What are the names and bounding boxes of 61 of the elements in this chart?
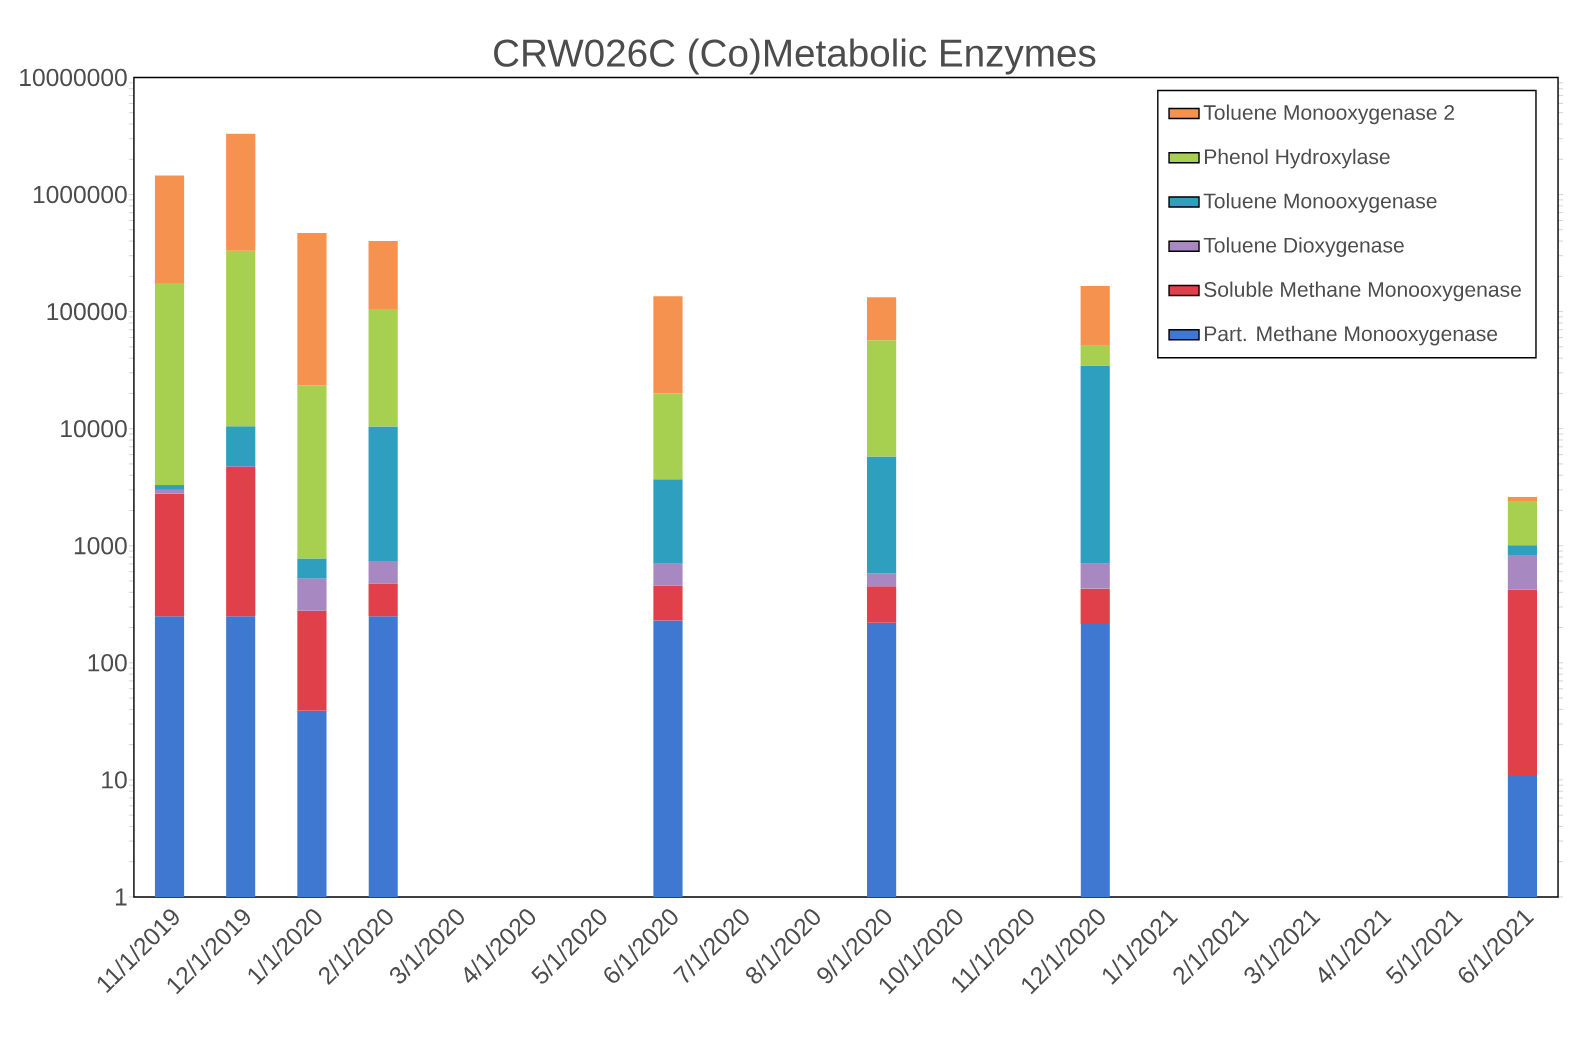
bar bbox=[653, 296, 683, 394]
bar bbox=[154, 493, 185, 617]
bar bbox=[226, 426, 256, 467]
bar bbox=[154, 616, 185, 898]
bar bbox=[226, 616, 256, 898]
chart-title: CRW026C (Co)Metabolic Enzymes bbox=[494, 38, 1096, 75]
bar bbox=[1507, 775, 1538, 898]
bar bbox=[1080, 563, 1110, 589]
bar bbox=[297, 385, 327, 559]
bar bbox=[653, 563, 683, 586]
y-tick-label: 1 bbox=[115, 888, 127, 906]
y-tick-label: 10000000 bbox=[20, 68, 127, 87]
y-tick-label: 100 bbox=[88, 654, 127, 672]
bar bbox=[866, 297, 897, 341]
bar bbox=[1080, 365, 1110, 564]
bar bbox=[1507, 545, 1538, 556]
bar bbox=[368, 426, 398, 562]
bar bbox=[1080, 286, 1110, 346]
bar bbox=[866, 622, 897, 898]
bar bbox=[368, 583, 398, 617]
bar bbox=[653, 620, 683, 898]
bar bbox=[653, 393, 683, 480]
bar bbox=[1507, 501, 1538, 546]
bar bbox=[297, 233, 327, 386]
bar bbox=[154, 175, 185, 284]
bar bbox=[866, 586, 897, 623]
bar bbox=[1507, 555, 1538, 590]
bar bbox=[866, 340, 897, 457]
bar bbox=[226, 467, 256, 617]
bar bbox=[866, 573, 897, 587]
bar bbox=[1080, 623, 1110, 898]
bar bbox=[226, 133, 256, 251]
y-tick-label: 10000 bbox=[61, 420, 127, 438]
y-tick-label: 10 bbox=[102, 771, 127, 789]
bar bbox=[154, 485, 185, 490]
bar bbox=[226, 250, 256, 427]
bar bbox=[297, 578, 327, 611]
bar bbox=[297, 558, 327, 579]
y-tick-label: 1000000 bbox=[33, 185, 127, 204]
bar bbox=[1507, 497, 1538, 502]
bar bbox=[368, 561, 398, 584]
bar bbox=[368, 241, 398, 309]
y-tick-label: 100000 bbox=[47, 302, 127, 321]
bar bbox=[653, 585, 683, 621]
bar bbox=[653, 479, 683, 564]
legend-label: Phenol Hydroxylase bbox=[1204, 148, 1390, 169]
legend-label: Toluene Monooxygenase bbox=[1203, 193, 1437, 213]
legend-label: Part. Methane Monooxygenase bbox=[1204, 325, 1498, 346]
bar bbox=[1080, 588, 1110, 624]
bar bbox=[297, 710, 327, 898]
bar bbox=[368, 308, 398, 427]
bar bbox=[154, 283, 185, 486]
bar bbox=[368, 616, 398, 898]
y-tick-label: 1000 bbox=[74, 537, 127, 555]
bar bbox=[866, 456, 897, 574]
bar bbox=[1080, 345, 1110, 366]
legend-label: Toluene Dioxygenase bbox=[1203, 237, 1404, 257]
legend-label: Soluble Methane Monooxygenase bbox=[1204, 281, 1521, 302]
bar bbox=[297, 610, 327, 711]
legend-label: Toluene Monooxygenase 2 bbox=[1203, 104, 1455, 125]
bar bbox=[1507, 589, 1538, 776]
